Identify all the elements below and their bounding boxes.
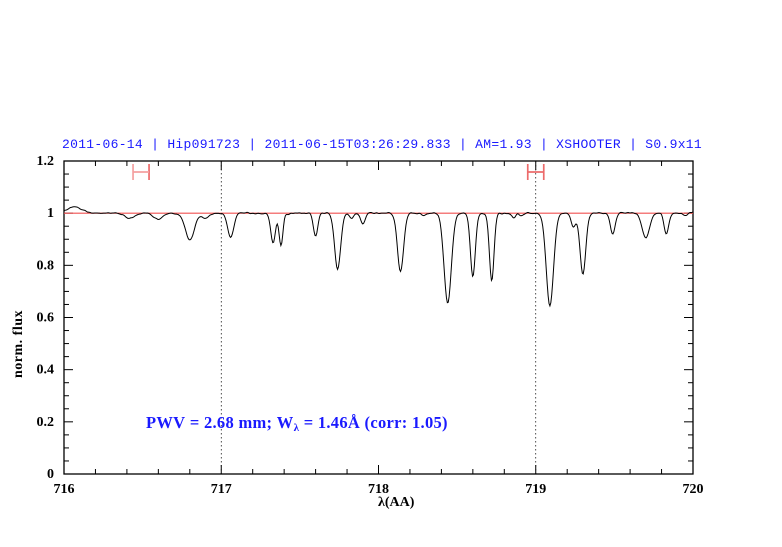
- svg-text:0.8: 0.8: [37, 258, 55, 273]
- svg-text:1.2: 1.2: [37, 154, 55, 169]
- svg-text:720: 720: [683, 482, 704, 497]
- svg-text:0.4: 0.4: [37, 363, 55, 378]
- svg-text:0: 0: [47, 467, 54, 482]
- svg-text:1: 1: [47, 206, 54, 221]
- svg-text:716: 716: [54, 482, 75, 497]
- svg-text:717: 717: [211, 482, 232, 497]
- svg-text:0.2: 0.2: [37, 415, 55, 430]
- svg-text:0.6: 0.6: [37, 311, 55, 326]
- svg-text:719: 719: [525, 482, 546, 497]
